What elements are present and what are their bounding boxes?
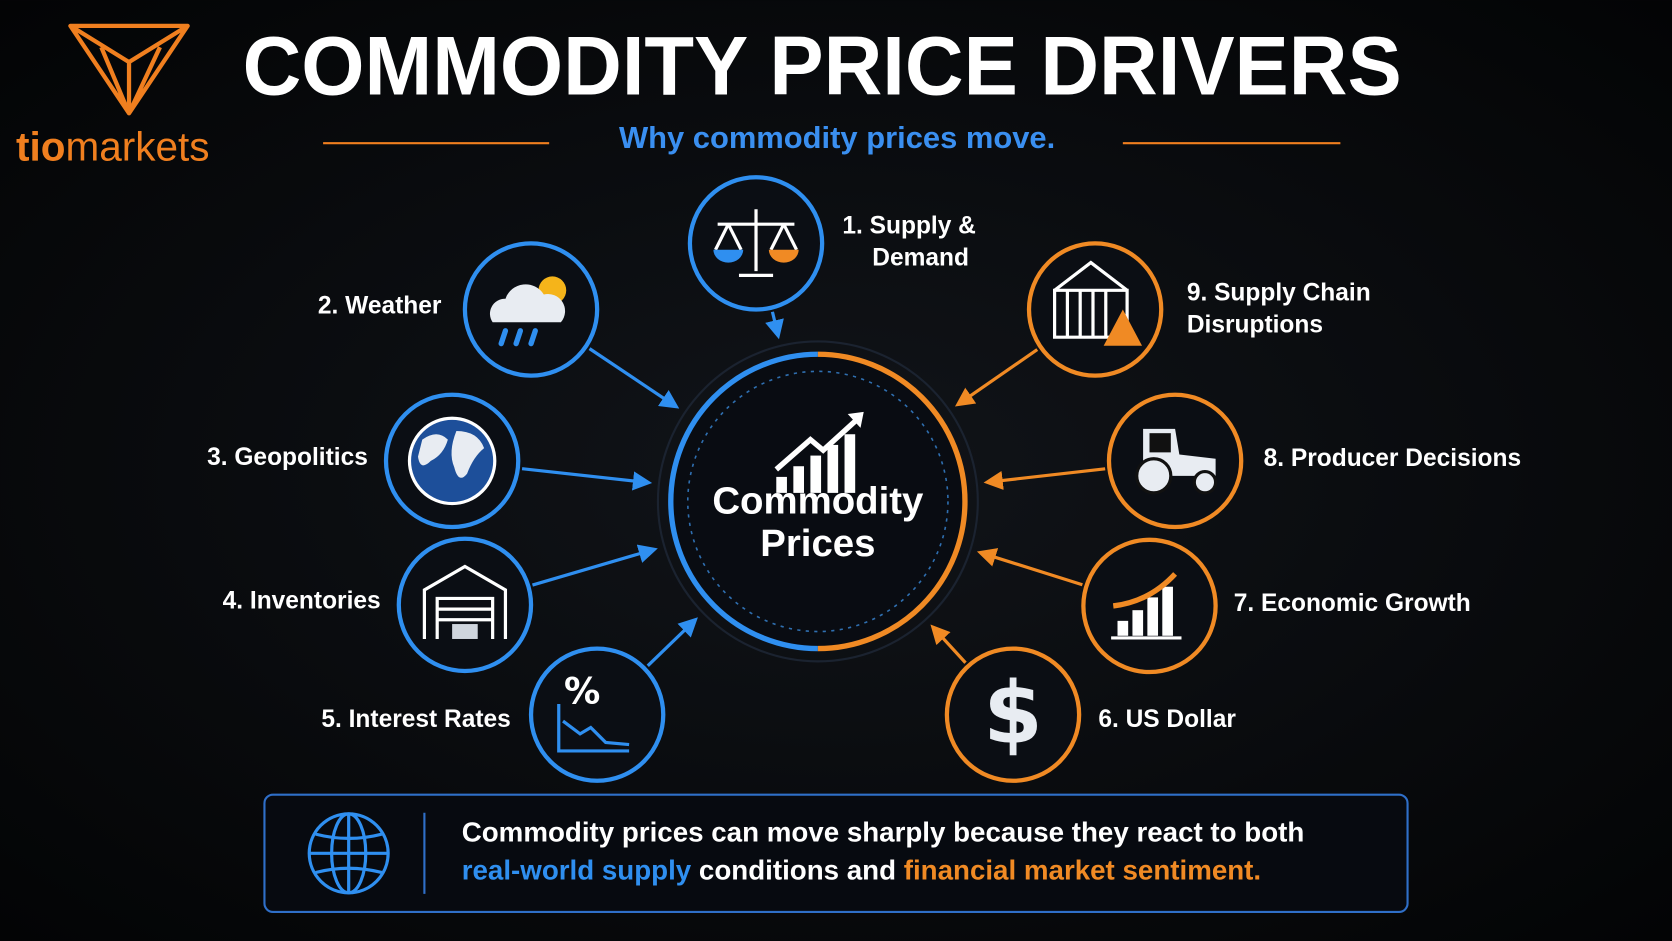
driver-label: 4. Inventories: [223, 588, 381, 615]
driver-label-line: Disruptions: [1187, 312, 1323, 339]
arrow: [521, 467, 653, 491]
icon: [713, 249, 744, 263]
driver-label: 6. US Dollar: [1098, 707, 1236, 734]
icon-text: %: [564, 669, 600, 712]
logo-mark: [68, 23, 190, 116]
driver-label-line: 7. Economic Growth: [1234, 590, 1471, 617]
arrow: [983, 467, 1106, 490]
driver-circle: [944, 646, 1082, 783]
hub-line: Prices: [760, 522, 875, 565]
footer-text: conditions and: [691, 855, 904, 886]
icon: [513, 328, 524, 347]
driver-label: 8. Producer Decisions: [1264, 445, 1522, 472]
driver: $6. US Dollar: [930, 624, 1236, 783]
icon: [1103, 309, 1143, 346]
driver-label: 5. Interest Rates: [321, 707, 510, 734]
driver: 7. Economic Growth: [976, 537, 1471, 675]
driver-label-line: 1. Supply &: [842, 213, 976, 240]
driver-circle: [1026, 241, 1164, 378]
icon: [1147, 597, 1159, 636]
footer-box: [263, 793, 1409, 914]
driver-label: 1. Supply & Demand: [842, 213, 976, 272]
icon: [1117, 620, 1129, 636]
icon: [422, 564, 508, 639]
icon: [528, 328, 538, 347]
driver-circle: [528, 646, 666, 783]
hub-label: Commodity Prices: [712, 480, 924, 566]
driver-label-line: 4. Inventories: [223, 588, 381, 615]
driver-label: 7. Economic Growth: [1234, 590, 1471, 617]
driver-label-line: 2. Weather: [318, 293, 442, 320]
icon: [714, 209, 798, 277]
footer-highlight: financial market sentiment.: [904, 855, 1261, 886]
icon: [768, 249, 799, 263]
icon: [1112, 572, 1178, 609]
icon: [1162, 586, 1173, 636]
hub-line: Commodity: [712, 480, 924, 523]
icon: [418, 431, 485, 478]
driver-label-line: Demand: [872, 245, 969, 272]
icon: [452, 624, 478, 639]
icon-text: $: [983, 664, 1042, 763]
driver-label-line: 6. US Dollar: [1098, 707, 1236, 734]
footer-line: Commodity prices can move sharply becaus…: [462, 816, 1305, 847]
icon: [557, 704, 630, 753]
driver-label-line: 5. Interest Rates: [321, 707, 510, 734]
subtitle: Why commodity prices move.: [619, 120, 1055, 155]
driver-label: 2. Weather: [318, 293, 442, 320]
title: COMMODITY PRICE DRIVERS: [243, 20, 1402, 113]
arrow: [930, 624, 967, 664]
arrow: [588, 347, 680, 409]
arrow: [765, 311, 784, 340]
arrow: [976, 548, 1083, 587]
driver-label: 3. Geopolitics: [207, 444, 368, 471]
logo-bold: tio: [16, 123, 66, 169]
icon: [1132, 610, 1144, 636]
driver: 8. Producer Decisions: [983, 392, 1522, 530]
logo-text: tiomarkets: [16, 123, 210, 169]
driver: % 5. Interest Rates: [321, 617, 698, 783]
icon: [489, 284, 566, 323]
footer-line: real-world supply conditions and financi…: [462, 855, 1261, 886]
arrow: [954, 348, 1039, 407]
footer-globe: [307, 812, 390, 895]
hub: [656, 340, 979, 663]
icon: [1135, 457, 1173, 495]
arrow: [646, 617, 698, 667]
arrow: [532, 544, 658, 587]
driver-circle: [396, 536, 534, 674]
driver-label-line: 9. Supply Chain: [1187, 280, 1371, 307]
nodes: 1. Supply & Demand 2. Weather 3. Geopolitic…: [207, 175, 1522, 783]
driver-label-line: 8. Producer Decisions: [1264, 445, 1522, 472]
icon: [498, 328, 509, 347]
icon: [1192, 469, 1218, 495]
logo-light: markets: [65, 123, 209, 169]
driver: 9. Supply Chain Disruptions: [954, 241, 1371, 407]
footer-highlight: real-world supply: [462, 855, 692, 886]
icon: [1149, 433, 1171, 453]
driver: 2. Weather: [318, 241, 680, 409]
driver: 3. Geopolitics: [207, 392, 653, 530]
driver: 1. Supply & Demand: [687, 175, 976, 340]
driver: 4. Inventories: [223, 536, 658, 674]
driver-label: 9. Supply Chain Disruptions: [1187, 280, 1371, 339]
driver-label-line: 3. Geopolitics: [207, 444, 368, 471]
